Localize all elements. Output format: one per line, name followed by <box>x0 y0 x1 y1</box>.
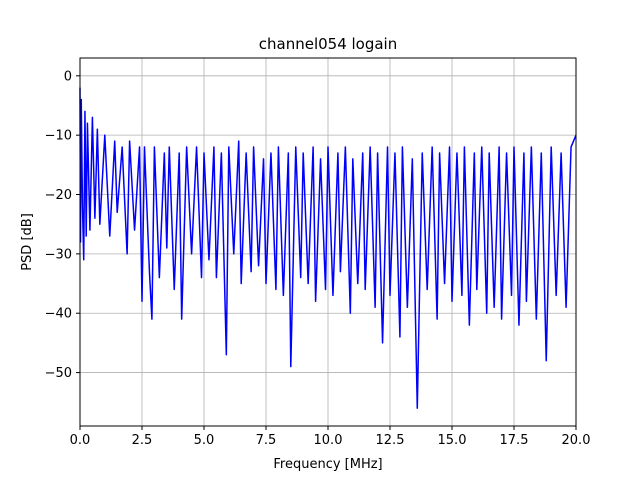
chart-title: channel054 logain <box>259 35 398 53</box>
y-tick-label: −50 <box>45 366 72 381</box>
y-tick-label: 0 <box>64 69 72 84</box>
x-tick-label: 10.0 <box>314 433 343 448</box>
x-tick-label: 5.0 <box>194 433 215 448</box>
x-tick-label: 2.5 <box>132 433 153 448</box>
x-tick-label: 0.0 <box>70 433 91 448</box>
y-axis-label: PSD [dB] <box>20 213 35 271</box>
y-tick-label: −30 <box>45 247 72 262</box>
x-tick-label: 20.0 <box>562 433 591 448</box>
y-tick-label: −10 <box>45 129 72 144</box>
x-tick-label: 17.5 <box>500 433 529 448</box>
tick-layer: 0.0 2.5 5.0 7.5 10.0 12.5 15.0 17.5 20.0 0 −10 −20 −… <box>45 69 591 448</box>
y-tick-label: −20 <box>45 188 72 203</box>
x-tick-label: 15.0 <box>438 433 467 448</box>
data-layer <box>79 87 577 409</box>
x-tick-label: 12.5 <box>376 433 405 448</box>
psd-series-line <box>79 87 577 409</box>
x-tick-label: 7.5 <box>256 433 277 448</box>
y-tick-label: −40 <box>45 307 72 322</box>
x-axis-label: Frequency [MHz] <box>273 457 382 472</box>
grid-layer <box>79 58 577 426</box>
